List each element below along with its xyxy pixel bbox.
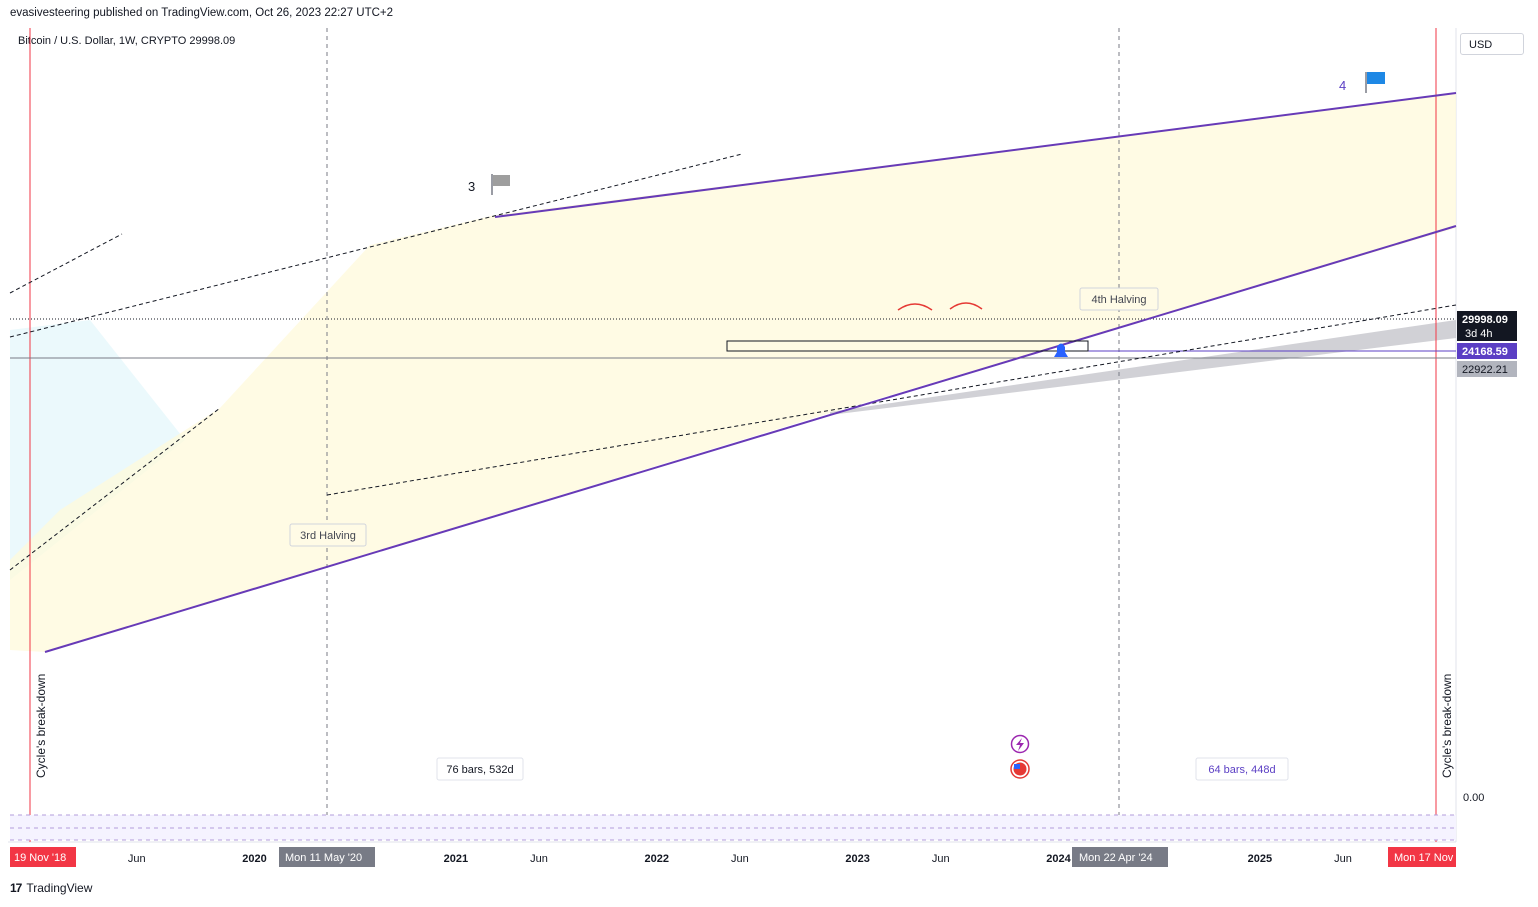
date-label-halving-4-text: Mon 22 Apr '24 [1079, 852, 1153, 864]
alert-bell-icon[interactable] [1054, 343, 1068, 358]
date-label-start-text: 19 Nov '18 [14, 852, 66, 864]
range-label-2-text: 64 bars, 448d [1208, 764, 1275, 776]
cycle-breakdown-left: Cycle's break-down [34, 674, 48, 778]
halving-3-label[interactable]: 3rd Halving [289, 523, 367, 547]
cycle-number-3: 3 [468, 179, 475, 194]
us-flag-icon[interactable] [1010, 759, 1030, 779]
currency-button[interactable]: USD [1460, 33, 1524, 55]
price-label-level: 24168.59 [1457, 343, 1517, 359]
x-tick-label: 2020 [242, 853, 266, 865]
x-tick-label: 2022 [645, 853, 669, 865]
date-label-start: 19 Nov '18 [10, 847, 76, 867]
x-tick-label: Jun [932, 853, 950, 865]
price-label-support-value: 22922.21 [1462, 364, 1508, 376]
halving-4-label[interactable]: 4th Halving [1079, 287, 1159, 311]
date-label-end: Mon 17 Nov [1388, 847, 1456, 867]
halving-3-text: 3rd Halving [300, 530, 356, 542]
x-tick-label: Jun [1334, 853, 1352, 865]
y-tick-label: 0.00 [1463, 792, 1484, 804]
tradingview-logo-icon: 17 [10, 881, 22, 895]
cycle-breakdown-right: Cycle's break-down [1440, 674, 1454, 778]
brand-text: TradingView [26, 881, 93, 895]
price-label-last-value: 29998.09 [1462, 314, 1508, 326]
price-label-support: 22922.21 [1457, 361, 1517, 377]
symbol-title: Bitcoin / U.S. Dollar, 1W, CRYPTO 29998.… [18, 35, 236, 47]
footer-brand[interactable]: 17 TradingView [10, 881, 92, 895]
x-tick-label: 2024 [1046, 853, 1071, 865]
price-label-last: 29998.09 3d 4h [1457, 311, 1517, 341]
flag-icon [1365, 72, 1385, 93]
x-tick-label: Jun [731, 853, 749, 865]
cycle-number-4: 4 [1339, 78, 1346, 93]
price-label-level-value: 24168.59 [1462, 346, 1508, 358]
publish-header: evasivesteering published on TradingView… [10, 7, 394, 19]
halving-4-text: 4th Halving [1091, 294, 1146, 306]
date-label-halving-3-text: Mon 11 May '20 [285, 852, 362, 864]
x-tick-label: Jun [530, 853, 548, 865]
x-tick-label: 2021 [444, 853, 468, 865]
flag-icon [491, 174, 510, 195]
range-label-1[interactable]: 76 bars, 532d [436, 757, 524, 781]
x-tick-label: 2023 [845, 853, 869, 865]
date-label-halving-3: Mon 11 May '20 [279, 847, 375, 867]
date-label-halving-4: Mon 22 Apr '24 [1072, 847, 1168, 867]
range-label-1-text: 76 bars, 532d [446, 764, 513, 776]
range-label-2[interactable]: 64 bars, 448d [1195, 757, 1289, 781]
x-tick-label: Jun [128, 853, 146, 865]
lightning-icon[interactable] [1010, 734, 1030, 754]
date-label-end-text: Mon 17 Nov [1394, 852, 1454, 864]
x-tick-label: 2025 [1248, 853, 1272, 865]
price-label-countdown: 3d 4h [1465, 328, 1493, 340]
